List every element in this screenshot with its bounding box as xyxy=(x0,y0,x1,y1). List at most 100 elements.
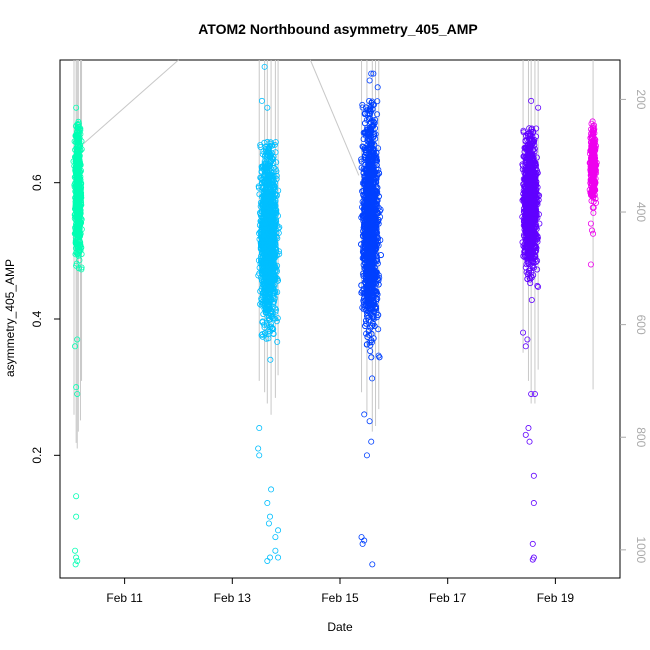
data-point xyxy=(73,260,80,267)
data-point xyxy=(276,224,283,231)
data-point-outlier xyxy=(74,336,81,343)
data-point xyxy=(261,285,268,292)
data-point xyxy=(78,264,85,271)
data-point xyxy=(268,274,275,281)
data-point xyxy=(259,228,266,235)
data-point-outlier xyxy=(73,384,80,391)
series-feb-13 xyxy=(255,63,283,564)
data-point xyxy=(74,129,81,136)
data-point-outlier xyxy=(72,343,79,350)
data-point xyxy=(272,308,279,315)
data-point-outlier xyxy=(272,547,279,554)
data-point xyxy=(274,289,281,296)
data-point-outlier xyxy=(73,104,80,111)
data-point xyxy=(268,198,275,205)
data-point xyxy=(75,122,82,129)
data-point-outlier xyxy=(266,554,273,561)
data-point-outlier xyxy=(366,418,373,425)
data-point xyxy=(262,309,269,316)
data-point xyxy=(375,326,382,333)
data-point xyxy=(72,251,79,258)
data-point-outlier xyxy=(73,513,80,520)
data-point xyxy=(77,197,84,204)
data-point xyxy=(269,245,276,252)
data-point xyxy=(272,305,279,312)
data-point xyxy=(263,297,270,304)
data-point xyxy=(275,225,282,232)
data-point xyxy=(74,125,81,132)
data-point xyxy=(75,211,82,218)
data-point-outlier xyxy=(361,411,368,418)
data-point xyxy=(77,194,84,201)
data-point-outlier xyxy=(265,520,272,527)
data-point xyxy=(258,214,265,221)
data-point xyxy=(270,231,277,238)
data-point xyxy=(528,296,535,303)
data-point xyxy=(260,202,267,209)
data-point xyxy=(265,335,272,342)
data-point xyxy=(273,246,280,253)
data-point-outlier xyxy=(272,534,279,541)
data-point xyxy=(259,270,266,277)
data-point xyxy=(269,304,276,311)
data-point xyxy=(272,211,279,218)
data-point xyxy=(268,261,275,268)
data-point xyxy=(368,354,375,361)
secondary-connector xyxy=(309,59,360,176)
data-point xyxy=(269,142,276,149)
data-point xyxy=(267,208,274,215)
data-point xyxy=(273,266,280,273)
chart-title: ATOM2 Northbound asymmetry_405_AMP xyxy=(198,21,478,37)
secondary-connector xyxy=(82,59,179,145)
data-point xyxy=(274,338,281,345)
series-feb-15 xyxy=(358,70,384,568)
data-point-outlier xyxy=(261,63,268,70)
data-point xyxy=(268,308,275,315)
data-point-outlier xyxy=(73,554,80,561)
data-point-outlier xyxy=(264,104,271,111)
data-point xyxy=(259,331,266,338)
data-point xyxy=(78,251,85,258)
data-point-outlier xyxy=(256,425,263,432)
data-point xyxy=(271,288,278,295)
data-point xyxy=(260,204,267,211)
data-point xyxy=(265,188,272,195)
data-point-outlier xyxy=(256,452,263,459)
data-point xyxy=(272,239,279,246)
data-point xyxy=(74,198,81,205)
data-point-outlier xyxy=(363,452,370,459)
data-point xyxy=(264,145,271,152)
points-layer xyxy=(70,63,600,568)
data-point xyxy=(266,183,273,190)
data-point-outlier xyxy=(264,500,271,507)
data-point-outlier xyxy=(369,561,376,568)
data-point xyxy=(74,158,81,165)
data-point xyxy=(262,159,269,166)
data-point xyxy=(261,330,268,337)
data-point xyxy=(265,238,272,245)
data-point xyxy=(264,322,271,329)
data-point xyxy=(267,139,274,146)
data-point-outlier xyxy=(268,486,275,493)
data-point-outlier xyxy=(358,534,365,541)
data-point xyxy=(257,141,264,148)
data-point xyxy=(260,232,267,239)
data-point xyxy=(258,224,265,231)
data-point xyxy=(267,188,274,195)
data-point xyxy=(73,229,80,236)
data-point xyxy=(268,211,275,218)
data-point xyxy=(262,247,269,254)
data-point-outlier xyxy=(72,561,79,568)
data-point xyxy=(267,356,274,363)
data-point xyxy=(72,167,79,174)
data-point xyxy=(270,160,277,167)
data-point xyxy=(261,164,268,171)
data-point xyxy=(269,325,276,332)
data-point xyxy=(272,191,279,198)
data-point xyxy=(257,212,264,219)
secondary-series-layer xyxy=(73,59,594,449)
data-point xyxy=(258,286,265,293)
data-point xyxy=(261,321,268,328)
data-point xyxy=(72,158,79,165)
data-point xyxy=(376,354,383,361)
